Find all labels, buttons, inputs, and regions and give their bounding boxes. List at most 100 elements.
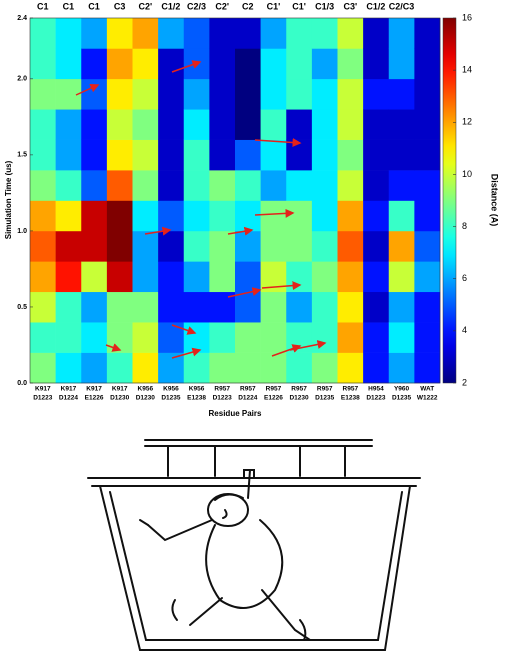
- cell: [235, 170, 261, 201]
- cell: [183, 322, 210, 353]
- cell: [55, 291, 82, 323]
- cell: [388, 230, 415, 262]
- cell: [260, 291, 287, 323]
- cell: [183, 291, 210, 323]
- cell: [286, 18, 313, 49]
- x-tick-label: D1230: [110, 395, 130, 402]
- cell: [388, 291, 415, 323]
- x-tick-label: K917: [61, 386, 77, 393]
- cell: [286, 109, 313, 140]
- column-label: C2/C3: [389, 1, 415, 11]
- cell: [388, 109, 415, 140]
- column-label: C2': [215, 1, 229, 11]
- cell: [311, 200, 338, 232]
- cell: [30, 200, 56, 232]
- x-tick-label: D1235: [392, 395, 412, 402]
- x-tick-label: E1238: [187, 395, 206, 402]
- cell: [363, 109, 390, 140]
- cell: [260, 352, 287, 384]
- cell: [414, 78, 441, 110]
- x-tick-label: D1224: [59, 395, 79, 402]
- cell: [363, 322, 390, 353]
- cell: [81, 291, 108, 323]
- cell: [81, 109, 108, 140]
- cell: [158, 291, 185, 323]
- column-label: C1/2: [366, 1, 385, 11]
- cell: [158, 18, 185, 49]
- cell: [183, 230, 210, 262]
- cell: [55, 200, 82, 232]
- cell: [363, 78, 390, 110]
- cell: [209, 139, 236, 171]
- x-tick-label: D1235: [315, 395, 335, 402]
- cell: [81, 139, 108, 171]
- cell: [286, 78, 313, 110]
- colorbar-tick-label: 2: [462, 377, 467, 387]
- cell: [414, 109, 441, 140]
- cell: [158, 109, 185, 140]
- cell: [363, 200, 390, 232]
- column-label: C2/3: [187, 1, 206, 11]
- cell: [311, 261, 338, 293]
- cell: [414, 18, 441, 49]
- column-label: C3: [114, 1, 126, 11]
- x-tick-label: D1223: [213, 395, 233, 402]
- cell: [260, 322, 287, 353]
- cell: [30, 322, 56, 353]
- cell: [55, 109, 82, 140]
- cell: [132, 78, 159, 110]
- cell: [209, 261, 236, 293]
- cell: [311, 139, 338, 171]
- cell: [388, 48, 415, 80]
- cell: [414, 230, 441, 262]
- cell: [209, 78, 236, 110]
- cell: [55, 352, 82, 384]
- y-axis-label: Simulation Time (us): [4, 160, 13, 239]
- x-tick-label: R957: [291, 386, 307, 393]
- cell: [414, 352, 441, 384]
- cell: [388, 170, 415, 201]
- cell: [158, 230, 185, 262]
- cell: [235, 109, 261, 140]
- x-tick-label: D1223: [366, 395, 386, 402]
- cell: [132, 200, 159, 232]
- x-tick-label: E1226: [264, 395, 283, 402]
- cell: [30, 291, 56, 323]
- cell: [363, 48, 390, 80]
- cell: [388, 200, 415, 232]
- cell: [337, 230, 364, 262]
- x-tick-label: D1224: [238, 395, 258, 402]
- cell: [388, 18, 415, 49]
- cell: [235, 230, 261, 262]
- cell: [106, 352, 133, 384]
- cell: [132, 261, 159, 293]
- cell: [183, 109, 210, 140]
- cell: [132, 352, 159, 384]
- cell: [81, 322, 108, 353]
- x-tick-label: K917: [112, 386, 128, 393]
- cell: [363, 170, 390, 201]
- cell: [235, 322, 261, 353]
- cell: [337, 48, 364, 80]
- column-label: C1: [37, 1, 49, 11]
- cell: [414, 291, 441, 323]
- cell: [30, 48, 56, 80]
- cell: [158, 261, 185, 293]
- cell: [388, 322, 415, 353]
- cartoon: [87, 439, 421, 651]
- x-tick-label: R957: [343, 386, 359, 393]
- plot-frame: [29, 17, 441, 384]
- cell: [158, 48, 185, 80]
- heatmap: [30, 18, 441, 384]
- column-label: C1': [267, 1, 281, 11]
- cell: [55, 139, 82, 171]
- cell: [81, 352, 108, 384]
- cell: [183, 18, 210, 49]
- cell: [414, 322, 441, 353]
- cell: [337, 18, 364, 49]
- x-tick-label: K956: [189, 386, 205, 393]
- cell: [337, 170, 364, 201]
- cell: [209, 322, 236, 353]
- cell: [311, 230, 338, 262]
- cell: [158, 170, 185, 201]
